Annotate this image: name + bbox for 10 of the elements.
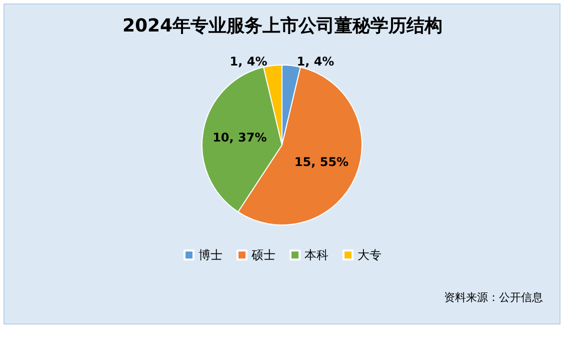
legend-label: 硕士 (250, 248, 276, 262)
legend-label: 大专 (358, 248, 382, 262)
data-label: 1, 4% (230, 54, 268, 69)
data-label: 1, 4% (296, 54, 334, 69)
data-label: 10, 37% (212, 130, 267, 145)
data-label: 15, 55% (294, 155, 349, 170)
legend-label: 本科 (304, 248, 328, 262)
text: 资料来源：公开信息 (444, 291, 543, 304)
legend-label: 博士 (198, 248, 222, 262)
chart-title: 2024年专业服务上市公司董秘学历结构 (122, 16, 443, 36)
